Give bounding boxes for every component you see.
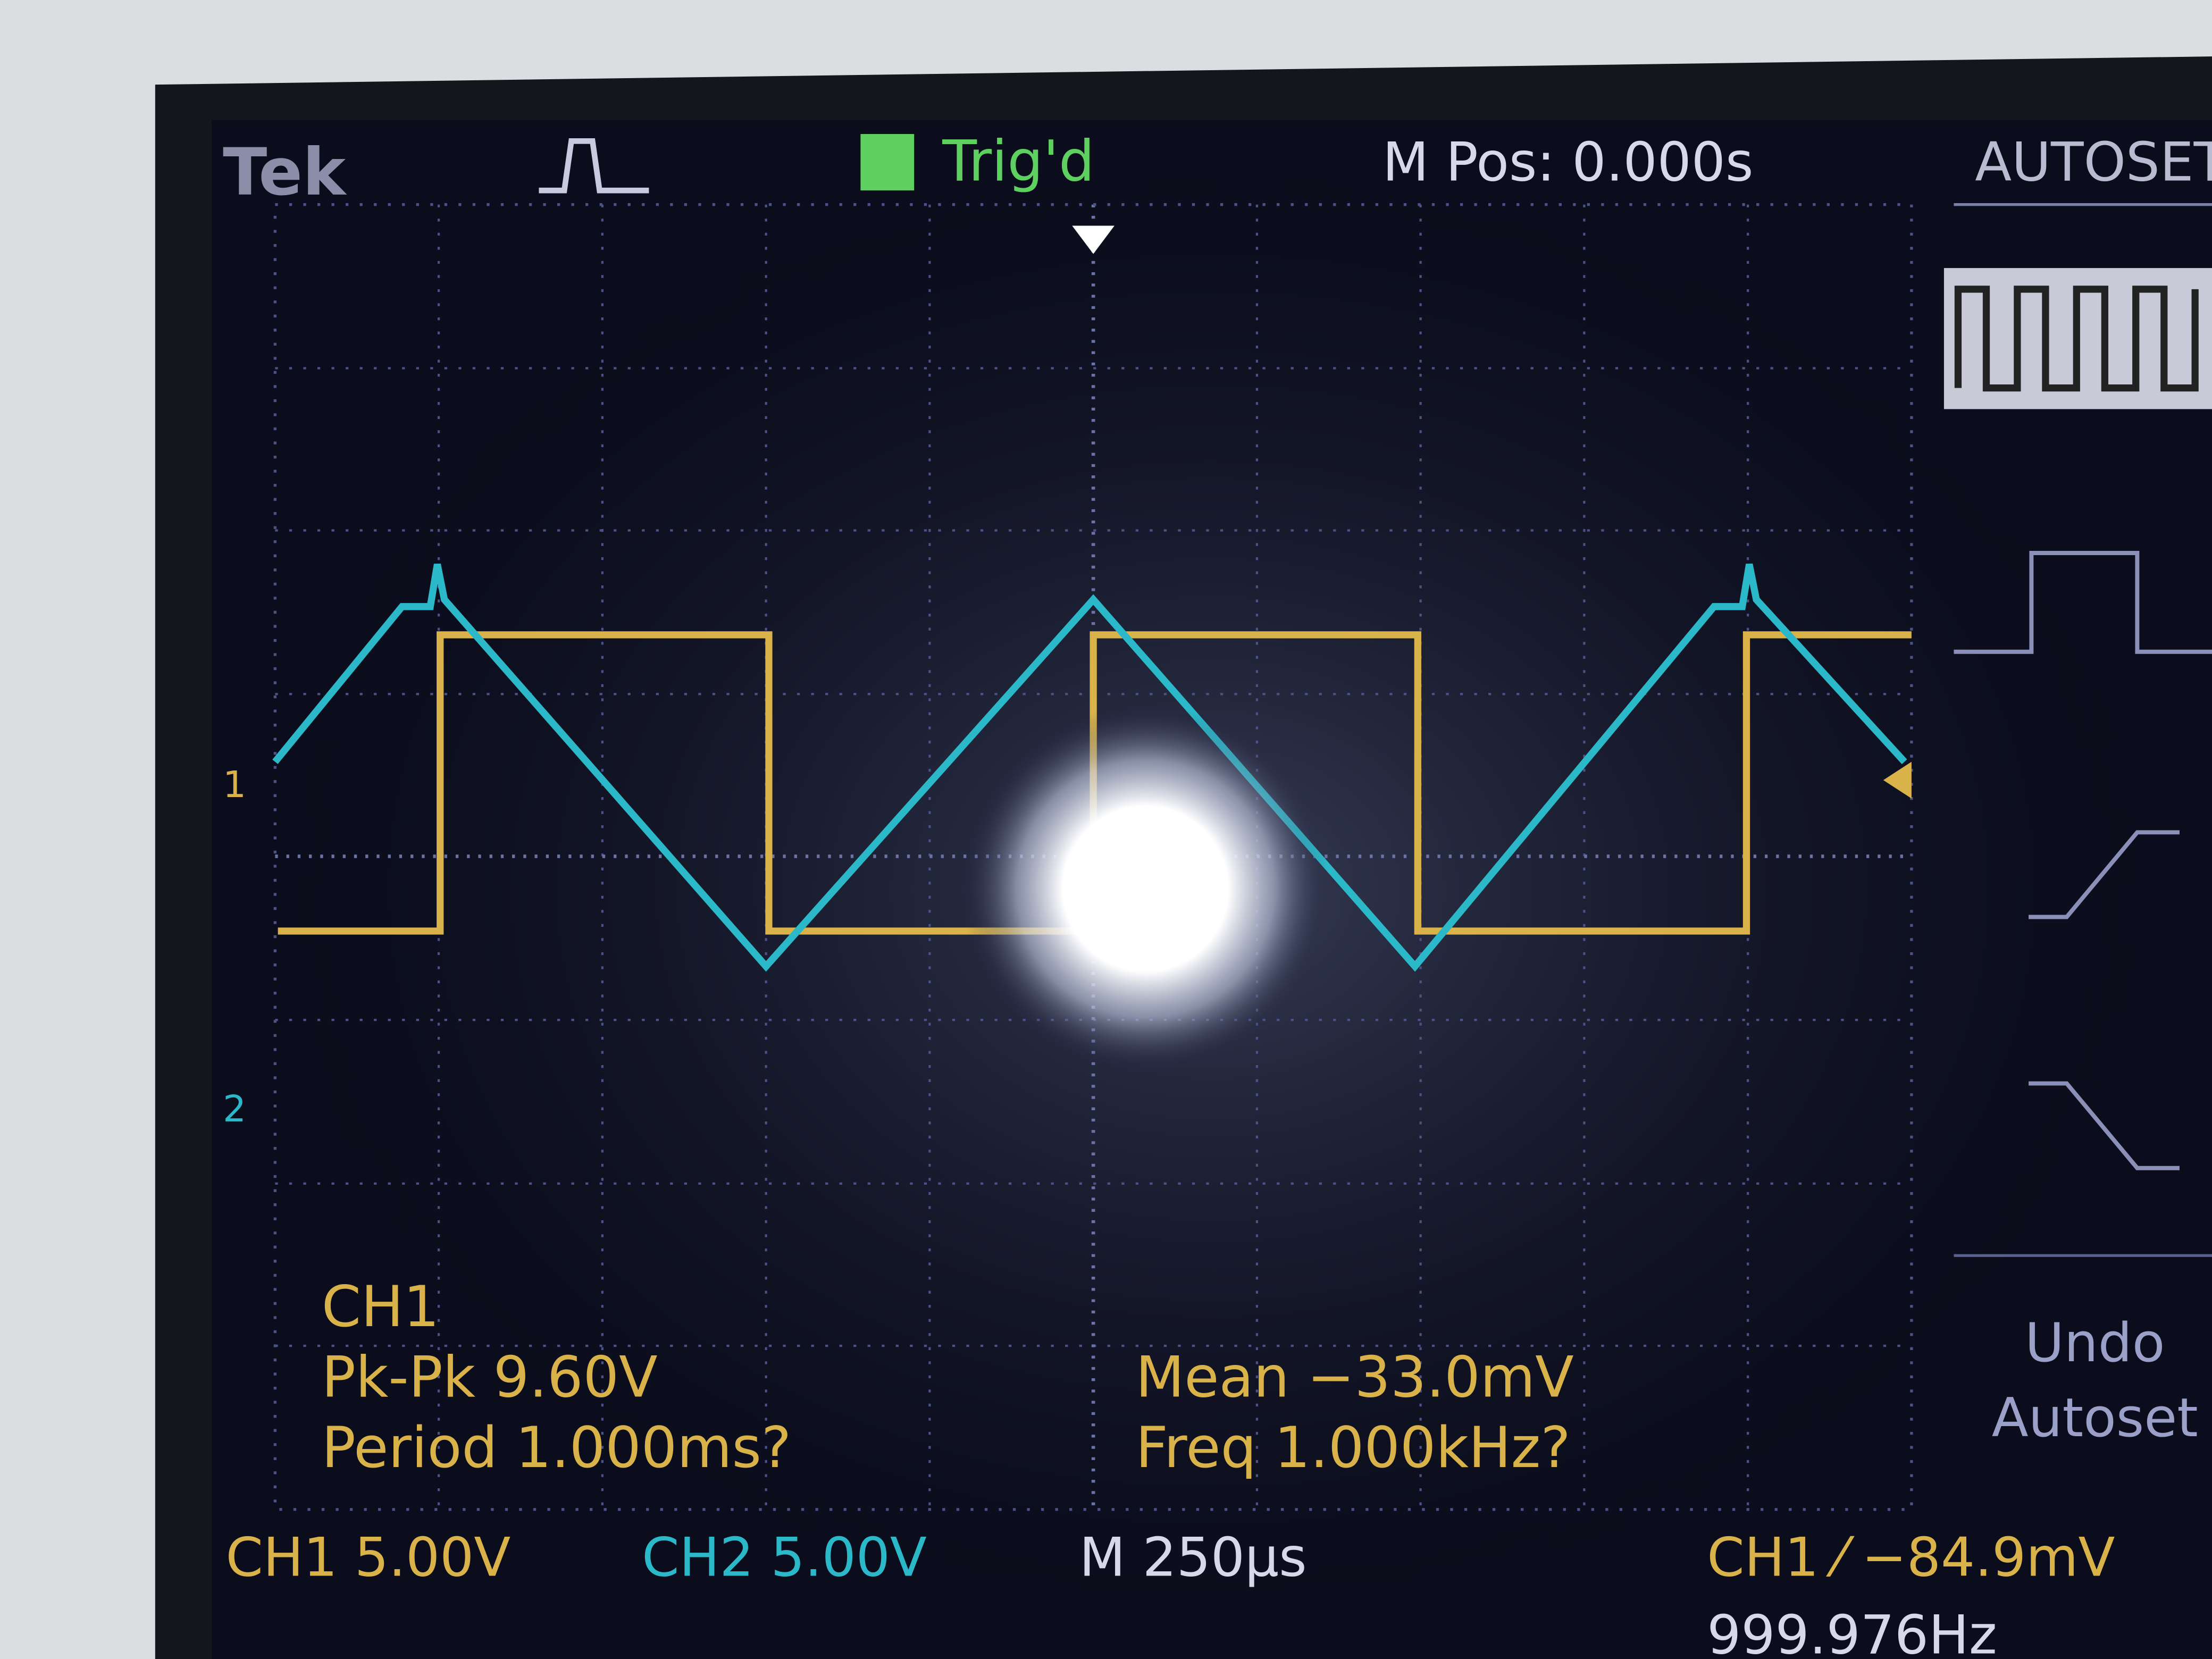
ch2-scale: CH2 5.00V [642,1526,927,1588]
acquire-icon [539,138,649,194]
menu-undo-line[interactable]: Autoset [1992,1386,2198,1449]
multi-cycle-icon [1954,286,2199,392]
trigger-frequency: 999.976Hz [1707,1603,1997,1659]
measure-freq: Freq 1.000kHz? [1136,1415,1571,1481]
graticule [275,204,1912,1510]
ch1-marker: 1 [223,764,246,806]
ch2-triangle-wave [272,563,1907,972]
measure-period: Period 1.000ms? [322,1415,791,1481]
measure-pk-pk: Pk-Pk 9.60V [322,1345,658,1411]
glare [962,705,1329,1073]
m-pos: M Pos: 0.000s [1382,131,1753,194]
rising-edge-icon[interactable] [2029,830,2180,919]
graticule-border [273,203,1913,1511]
trigger-status: Trig'd [942,129,1094,195]
menu-title: AUTOSET [1975,131,2212,194]
trigger-level-marker [1883,761,1912,799]
brand: Tek [223,135,347,210]
ch1-scale: CH1 5.00V [225,1526,510,1588]
falling-edge-icon[interactable] [2029,1081,2180,1170]
graticule-center [275,204,1912,1510]
single-cycle-icon[interactable] [1954,551,2212,654]
timebase: M 250µs [1079,1526,1307,1588]
trigger-icon [860,134,915,191]
trigger-setting: CH1 ⁄ −84.9mV [1707,1526,2115,1588]
menu-undo-line[interactable]: Undo [2025,1311,2165,1374]
ch2-marker: 2 [223,1088,246,1130]
measure-channel: CH1 [322,1274,439,1340]
trigger-position-marker [1072,225,1115,254]
measure-mean: Mean −33.0mV [1136,1345,1574,1411]
